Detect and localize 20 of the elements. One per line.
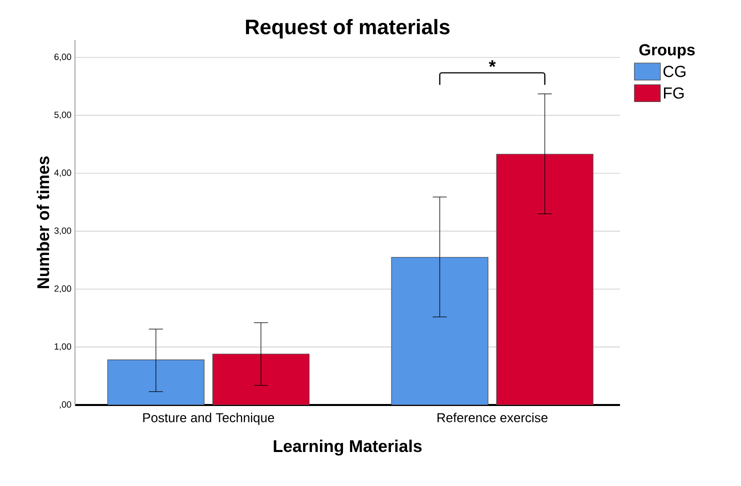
annotation: *	[488, 60, 496, 67]
legend-label: CG	[664, 66, 686, 78]
y-tick-label: 5,00	[54, 112, 72, 120]
y-axis-title: Number of times	[36, 156, 50, 288]
bar	[212, 354, 310, 405]
y-tick-label: 6,00	[54, 54, 72, 62]
y-tick-label: 3,00	[54, 227, 72, 235]
x-tick-label: Posture and Technique	[143, 412, 274, 425]
bar	[496, 154, 594, 405]
legend-title: Groups	[639, 44, 695, 59]
x-axis-title: Learning Materials	[274, 440, 422, 456]
bar	[107, 359, 204, 405]
chart-title: Request of materials	[246, 18, 450, 38]
x-tick-label: Reference exercise	[438, 412, 548, 422]
y-tick-label: ,00	[60, 401, 72, 409]
legend-label: FG	[664, 87, 684, 99]
y-tick-label: 1,00	[54, 343, 72, 351]
bar	[391, 256, 488, 405]
y-tick-label: 2,00	[54, 285, 72, 293]
y-tick-label: 4,00	[54, 170, 72, 177]
